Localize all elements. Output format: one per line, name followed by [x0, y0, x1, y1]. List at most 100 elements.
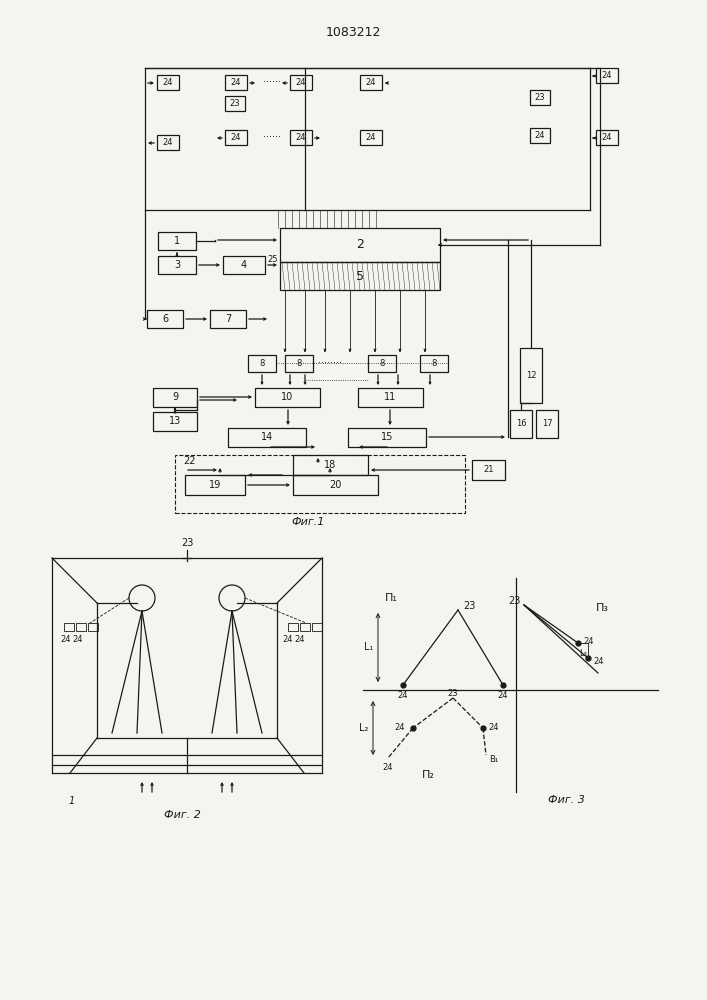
Text: 24: 24: [296, 133, 306, 142]
Text: 2: 2: [356, 238, 364, 251]
Text: 24: 24: [583, 637, 593, 646]
Bar: [293, 475, 378, 495]
Bar: [225, 130, 247, 145]
Text: ......: ......: [263, 74, 281, 84]
Bar: [157, 75, 179, 90]
Text: 5: 5: [356, 269, 364, 282]
Bar: [348, 428, 426, 447]
Text: Фиг. 2: Фиг. 2: [163, 810, 201, 820]
Bar: [293, 455, 368, 475]
Text: 11: 11: [385, 392, 397, 402]
Text: 23: 23: [508, 596, 521, 606]
Text: 1083212: 1083212: [325, 25, 380, 38]
Text: 8: 8: [296, 359, 302, 368]
Bar: [358, 388, 423, 407]
Text: 24: 24: [366, 78, 376, 87]
Text: 23: 23: [181, 538, 193, 548]
Bar: [153, 388, 197, 407]
Bar: [360, 130, 382, 145]
Text: L₂: L₂: [358, 723, 368, 733]
Text: 1: 1: [174, 236, 180, 246]
Text: 23: 23: [448, 688, 458, 698]
Bar: [280, 262, 440, 290]
Text: 8: 8: [431, 359, 437, 368]
Text: 22: 22: [183, 456, 196, 466]
Text: 13: 13: [169, 416, 181, 426]
Bar: [88, 623, 98, 631]
Text: 24: 24: [61, 636, 71, 645]
Text: 24: 24: [230, 78, 241, 87]
Text: 25: 25: [267, 255, 278, 264]
Text: 19: 19: [209, 480, 221, 490]
Text: 15: 15: [381, 432, 393, 442]
Bar: [520, 348, 542, 403]
Bar: [228, 428, 306, 447]
Bar: [157, 135, 179, 150]
Text: 24: 24: [398, 690, 408, 700]
Bar: [312, 623, 322, 631]
Text: 24: 24: [163, 78, 173, 87]
Text: 23: 23: [463, 601, 475, 611]
Text: 9: 9: [172, 392, 178, 402]
Bar: [360, 75, 382, 90]
Text: 20: 20: [329, 480, 341, 490]
Bar: [510, 410, 532, 438]
Text: 21: 21: [484, 466, 493, 475]
Text: 23: 23: [230, 99, 240, 108]
Bar: [285, 355, 313, 372]
Text: 17: 17: [542, 420, 552, 428]
Bar: [596, 68, 618, 83]
Text: 8: 8: [259, 359, 264, 368]
Bar: [153, 412, 197, 431]
Text: 24: 24: [283, 636, 293, 645]
Bar: [185, 475, 245, 495]
Bar: [225, 75, 247, 90]
Bar: [288, 623, 298, 631]
Text: П₁: П₁: [385, 593, 398, 603]
Text: 24: 24: [488, 724, 498, 732]
Bar: [472, 460, 505, 480]
Text: 4: 4: [241, 260, 247, 270]
Bar: [175, 455, 465, 513]
Bar: [530, 128, 550, 143]
Bar: [248, 355, 276, 372]
Text: 18: 18: [325, 460, 337, 470]
Text: 24: 24: [296, 78, 306, 87]
Bar: [223, 256, 265, 274]
Text: 14: 14: [261, 432, 273, 442]
Text: П₃: П₃: [596, 603, 609, 613]
Text: 24: 24: [395, 724, 405, 732]
Text: 24: 24: [602, 133, 612, 142]
Bar: [368, 355, 396, 372]
Bar: [147, 310, 183, 328]
Text: 24: 24: [382, 764, 393, 772]
Text: 16: 16: [515, 420, 526, 428]
Bar: [158, 232, 196, 250]
Text: 10: 10: [281, 392, 293, 402]
Text: 24: 24: [498, 690, 508, 700]
Bar: [290, 130, 312, 145]
Text: 12: 12: [526, 371, 536, 380]
Text: 24: 24: [230, 133, 241, 142]
Text: 8: 8: [380, 359, 385, 368]
Text: Фиг.1: Фиг.1: [291, 517, 325, 527]
Text: ......: ......: [263, 129, 281, 139]
Bar: [420, 355, 448, 372]
Text: L₃: L₃: [579, 648, 587, 658]
Bar: [530, 90, 550, 105]
Text: П₂: П₂: [421, 770, 434, 780]
Bar: [280, 228, 440, 262]
Text: B₁: B₁: [489, 756, 498, 764]
Text: 24: 24: [602, 71, 612, 80]
Bar: [290, 75, 312, 90]
Text: 24: 24: [163, 138, 173, 147]
Text: 24: 24: [73, 636, 83, 645]
Bar: [210, 310, 246, 328]
Text: L₁: L₁: [363, 642, 373, 652]
Bar: [596, 130, 618, 145]
Text: 7: 7: [225, 314, 231, 324]
Text: 24: 24: [534, 131, 545, 140]
Bar: [255, 388, 320, 407]
Text: 6: 6: [162, 314, 168, 324]
Bar: [158, 256, 196, 274]
